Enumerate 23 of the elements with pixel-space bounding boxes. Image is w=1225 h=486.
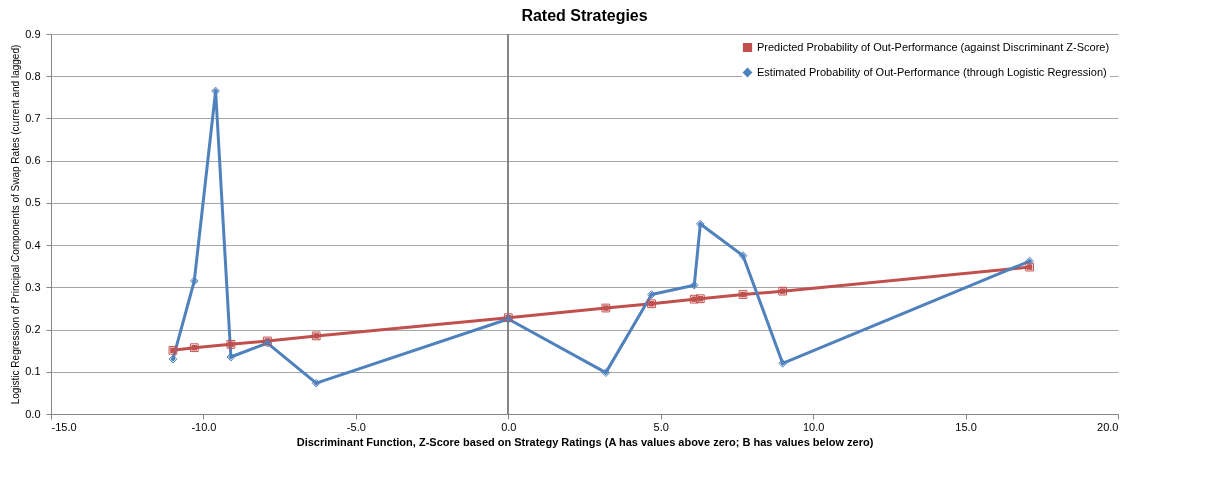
x-tick-label: -15.0 xyxy=(51,420,77,433)
x-tick-label: -5.0 xyxy=(346,420,366,433)
y-axis-title: Logistic Regression of Principal Components of Swap Rates (current and lagged) xyxy=(10,44,22,405)
x-tick-label: 0.0 xyxy=(501,420,517,433)
y-tick-label: 0.6 xyxy=(25,154,41,167)
y-tick-label: 0.5 xyxy=(25,196,41,209)
x-axis-title: Discriminant Function, Z-Score based on Strategy Ratings (A has values above zero; B has values below zero) xyxy=(296,435,874,448)
x-tick-label: -10.0 xyxy=(191,420,217,433)
y-tick-label: 0.3 xyxy=(25,280,41,293)
x-tick-label: 15.0 xyxy=(955,420,977,433)
legend-label: Estimated Probability of Out-Performance (through Logistic Regression) xyxy=(757,65,1107,78)
legend-label: Predicted Probability of Out-Performance (against Discriminant Z-Score) xyxy=(757,40,1110,53)
y-tick-label: 0.7 xyxy=(25,111,41,124)
y-tick-label: 0.9 xyxy=(25,27,41,40)
y-tick-label: 0.4 xyxy=(25,238,41,251)
chart-title: Rated Strategies xyxy=(521,7,648,24)
x-tick-label: 20.0 xyxy=(1097,420,1119,433)
x-tick-label: 10.0 xyxy=(802,420,825,433)
x-tick-label: 5.0 xyxy=(653,420,669,433)
y-tick-label: 0.2 xyxy=(25,323,41,336)
y-tick-label: 0.0 xyxy=(25,407,41,420)
y-tick-label: 0.1 xyxy=(25,365,41,378)
y-tick-label: 0.8 xyxy=(25,69,41,82)
